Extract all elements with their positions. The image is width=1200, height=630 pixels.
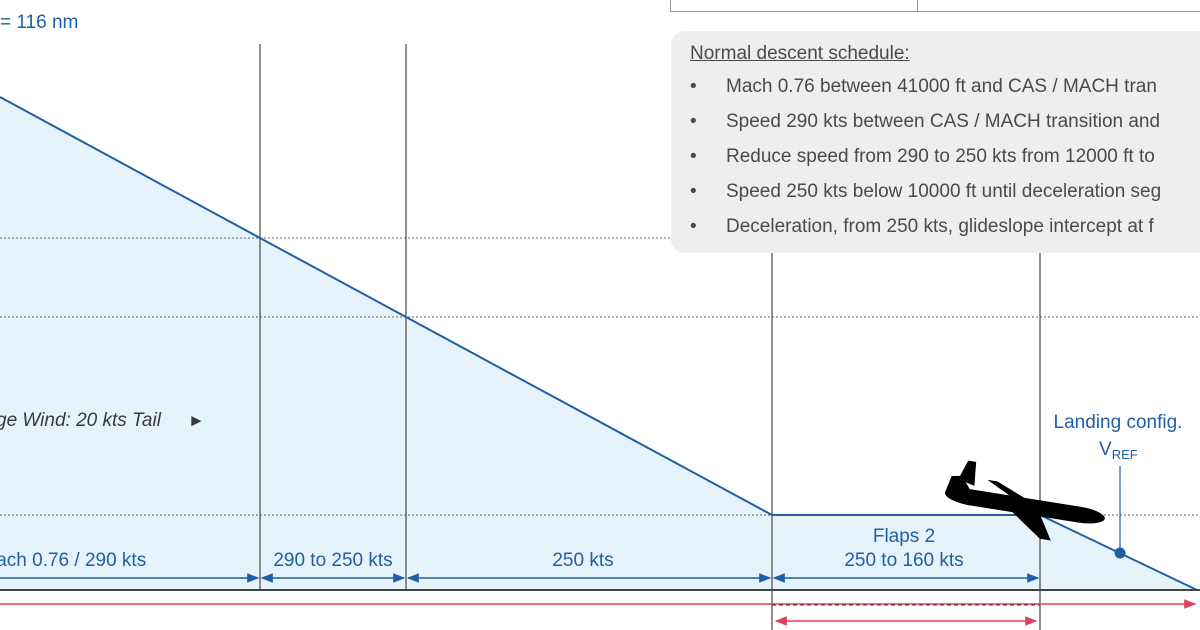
segment-label-2: 290 to 250 kts: [273, 550, 392, 571]
vref-subscript: REF: [1112, 447, 1138, 462]
distance-label: = 116 nm: [0, 12, 78, 33]
wind-arrow-icon: ►: [188, 411, 205, 430]
schedule-list: Mach 0.76 between 41000 ft and CAS / MAC…: [690, 75, 1200, 250]
wind-label: ge Wind: 20 kts Tail: [0, 410, 162, 431]
schedule-item: Speed 290 kts between CAS / MACH transit…: [690, 110, 1200, 145]
schedule-title: Normal descent schedule:: [690, 43, 910, 64]
landing-config-label: Landing config.: [1054, 412, 1183, 433]
segment-label-4-line1: Flaps 2: [873, 526, 935, 547]
schedule-item: Reduce speed from 290 to 250 kts from 12…: [690, 145, 1200, 180]
descent-schedule-box: Normal descent schedule: Mach 0.76 betwe…: [671, 31, 1200, 253]
top-table-fragment: [670, 0, 1200, 12]
vref-point-icon: [1114, 547, 1126, 559]
schedule-item: Deceleration, from 250 kts, glideslope i…: [690, 215, 1200, 250]
schedule-item: Speed 250 kts below 10000 ft until decel…: [690, 180, 1200, 215]
segment-label-4-line2: 250 to 160 kts: [844, 550, 963, 571]
table-divider: [917, 0, 918, 11]
segment-label-3: 250 kts: [552, 550, 613, 571]
aircraft-silhouette-icon: [944, 460, 1105, 541]
segment-label-1: lach 0.76 / 290 kts: [0, 550, 146, 571]
vref-main: V: [1099, 439, 1112, 460]
descent-profile-line: [0, 96, 1198, 591]
vref-label: VREF: [1099, 439, 1138, 462]
profile-area: [0, 97, 1197, 590]
schedule-item: Mach 0.76 between 41000 ft and CAS / MAC…: [690, 75, 1200, 110]
distance-arrows: [0, 599, 1197, 626]
